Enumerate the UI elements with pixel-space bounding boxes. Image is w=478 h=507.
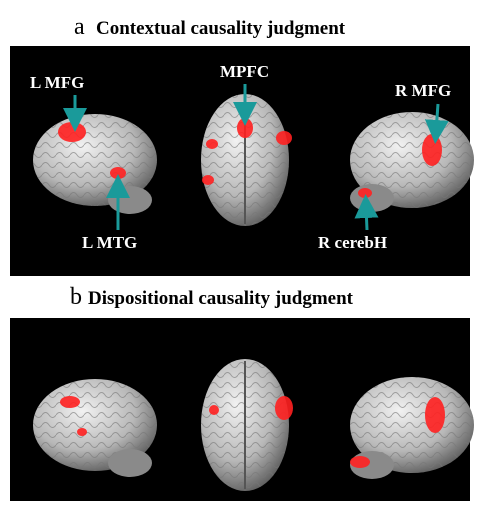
brain-top <box>201 94 292 226</box>
brain-top <box>201 359 293 491</box>
region-label: R cerebH <box>318 233 387 252</box>
region-label: MPFC <box>220 62 269 81</box>
panel-letter: a <box>74 14 85 40</box>
brain-right <box>350 377 474 479</box>
panel-letter: b <box>70 284 82 310</box>
panel-title: Contextual causality judgment <box>96 18 346 39</box>
arrow <box>354 194 379 231</box>
region-label: R MFG <box>395 81 451 100</box>
panel-title: Dispositional causality judgment <box>88 288 354 309</box>
arrow <box>424 103 449 144</box>
region-label: L MFG <box>30 73 84 92</box>
brain-left <box>33 379 157 477</box>
region-label: L MTG <box>82 233 137 252</box>
